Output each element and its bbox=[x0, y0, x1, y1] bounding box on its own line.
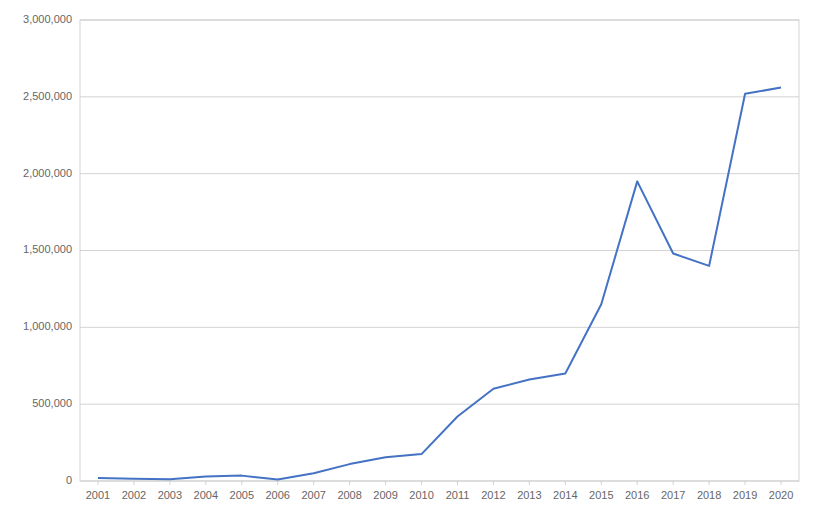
series bbox=[98, 88, 781, 480]
x-tick-label: 2016 bbox=[625, 489, 649, 501]
chart-container: 0 500,000 1,000,000 1,500,000 2,000,000 2,500… bbox=[0, 0, 819, 521]
x-tick bbox=[493, 481, 494, 485]
x-tick bbox=[313, 481, 314, 485]
grid-line bbox=[80, 173, 799, 174]
grid-line bbox=[80, 404, 799, 405]
x-tick-label: 2010 bbox=[409, 489, 433, 501]
grid-line bbox=[80, 327, 799, 328]
x-tick-label: 2007 bbox=[301, 489, 325, 501]
x-tick bbox=[673, 481, 674, 485]
x-tick bbox=[241, 481, 242, 485]
x-tick bbox=[781, 481, 782, 485]
x-tick bbox=[97, 481, 98, 485]
x-tick bbox=[385, 481, 386, 485]
grid bbox=[80, 20, 799, 481]
y-axis: 0 500,000 1,000,000 1,500,000 2,000,000 2,500… bbox=[23, 13, 72, 486]
x-tick-label: 2015 bbox=[589, 489, 613, 501]
x-tick-label: 2019 bbox=[733, 489, 757, 501]
x-tick bbox=[205, 481, 206, 485]
x-tick bbox=[349, 481, 350, 485]
y-tick-label: 2,000,000 bbox=[23, 167, 72, 179]
x-tick-label: 2011 bbox=[446, 489, 470, 501]
x-tick-label: 2020 bbox=[769, 489, 793, 501]
y-tick-label: 1,500,000 bbox=[23, 243, 72, 255]
x-tick-label: 2003 bbox=[158, 489, 182, 501]
x-tick bbox=[133, 481, 134, 485]
y-tick-label: 0 bbox=[66, 474, 72, 486]
chart-svg: 0 500,000 1,000,000 1,500,000 2,000,000 2,500… bbox=[0, 0, 819, 521]
x-tick-label: 2008 bbox=[337, 489, 361, 501]
x-tick bbox=[709, 481, 710, 485]
grid-line bbox=[80, 96, 799, 97]
x-tick-label: 2009 bbox=[373, 489, 397, 501]
y-tick-label: 1,000,000 bbox=[23, 320, 72, 332]
x-tick-label: 2005 bbox=[230, 489, 254, 501]
grid-line bbox=[80, 250, 799, 251]
y-tick-label: 500,000 bbox=[32, 397, 72, 409]
x-tick-label: 2001 bbox=[86, 489, 110, 501]
x-tick-label: 2006 bbox=[265, 489, 289, 501]
x-tick-label: 2013 bbox=[517, 489, 541, 501]
x-tick bbox=[277, 481, 278, 485]
y-tick-label: 2,500,000 bbox=[23, 90, 72, 102]
plot-frame bbox=[80, 20, 799, 481]
x-tick bbox=[169, 481, 170, 485]
x-tick-label: 2018 bbox=[697, 489, 721, 501]
y-tick-label: 3,000,000 bbox=[23, 13, 72, 25]
x-tick-label: 2004 bbox=[194, 489, 218, 501]
x-tick bbox=[565, 481, 566, 485]
x-tick-label: 2017 bbox=[661, 489, 685, 501]
x-tick bbox=[421, 481, 422, 485]
x-axis: 2001 2002 2003 2004 2005 2006 2007 2008 2009 2010… bbox=[86, 481, 794, 501]
x-tick-label: 2014 bbox=[553, 489, 577, 501]
x-tick bbox=[745, 481, 746, 485]
x-tick bbox=[637, 481, 638, 485]
x-tick bbox=[457, 481, 458, 485]
x-tick bbox=[529, 481, 530, 485]
line bbox=[98, 88, 781, 480]
x-tick bbox=[601, 481, 602, 485]
x-tick-label: 2002 bbox=[122, 489, 146, 501]
x-tick-label: 2012 bbox=[481, 489, 505, 501]
